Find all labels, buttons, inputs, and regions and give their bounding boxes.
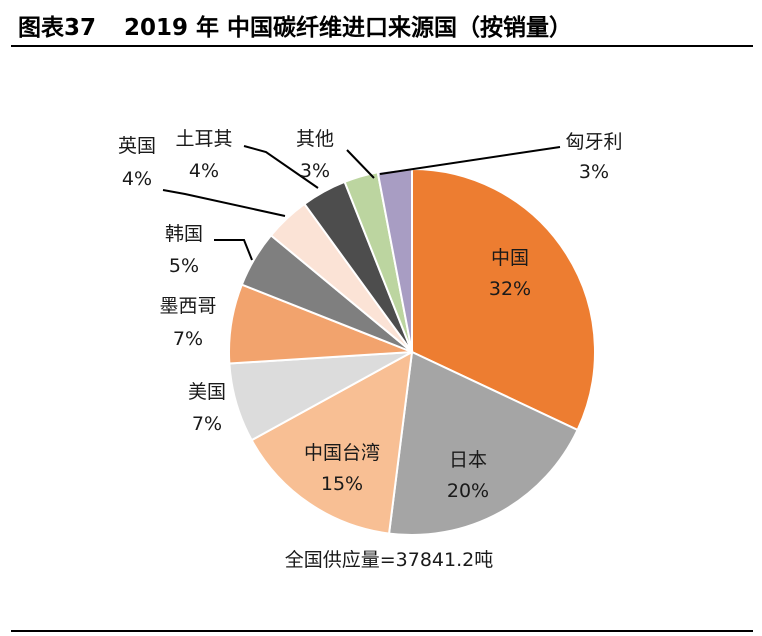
slice-name-label: 日本	[449, 449, 487, 471]
slice-name-label: 匈牙利	[565, 131, 622, 153]
leader-lines	[162, 145, 561, 261]
figure-title: 2019 年 中国碳纤维进口来源国（按销量）	[124, 15, 573, 41]
pie-slices	[228, 167, 596, 536]
slice-value-label: 32%	[489, 278, 531, 300]
slice-value-label: 5%	[169, 255, 199, 277]
leader-line	[162, 189, 286, 217]
figure-number: 图表37	[18, 15, 97, 41]
leader-line	[243, 145, 319, 189]
pie-slice	[387, 350, 579, 536]
footer-rule	[11, 630, 753, 632]
pie-slice	[250, 350, 414, 535]
slice-value-label: 15%	[321, 473, 363, 495]
supply-footnote: 全国供应量=37841.2吨	[285, 549, 494, 571]
slice-name-label: 韩国	[165, 223, 203, 245]
slice-name-label: 中国	[491, 247, 529, 269]
slice-name-label: 土耳其	[175, 128, 232, 150]
slice-name-label: 美国	[188, 381, 226, 403]
slice-value-label: 3%	[300, 160, 330, 182]
slice-value-label: 3%	[579, 161, 609, 183]
header-rule	[11, 45, 753, 47]
leader-line	[379, 146, 561, 175]
slice-value-label: 7%	[173, 328, 203, 350]
leader-line	[346, 149, 375, 179]
slice-name-label: 英国	[118, 135, 156, 157]
slice-value-label: 4%	[189, 160, 219, 182]
slice-name-label: 中国台湾	[304, 442, 380, 464]
slice-value-label: 4%	[122, 168, 152, 190]
slice-labels: 中国 32% 日本 20% 中国台湾 15% 美国 7% 墨西哥 7% 韩国 5% 英国 4% 土耳其 4% 其…	[118, 128, 623, 502]
figure-header: 图表37 2019 年 中国碳纤维进口来源国（按销量）	[18, 6, 752, 44]
pie-slice	[411, 167, 596, 432]
slice-name-label: 墨西哥	[159, 295, 216, 317]
leader-line	[214, 239, 253, 261]
slice-value-label: 20%	[447, 480, 489, 502]
slice-name-label: 其他	[296, 128, 334, 150]
slice-value-label: 7%	[192, 413, 222, 435]
